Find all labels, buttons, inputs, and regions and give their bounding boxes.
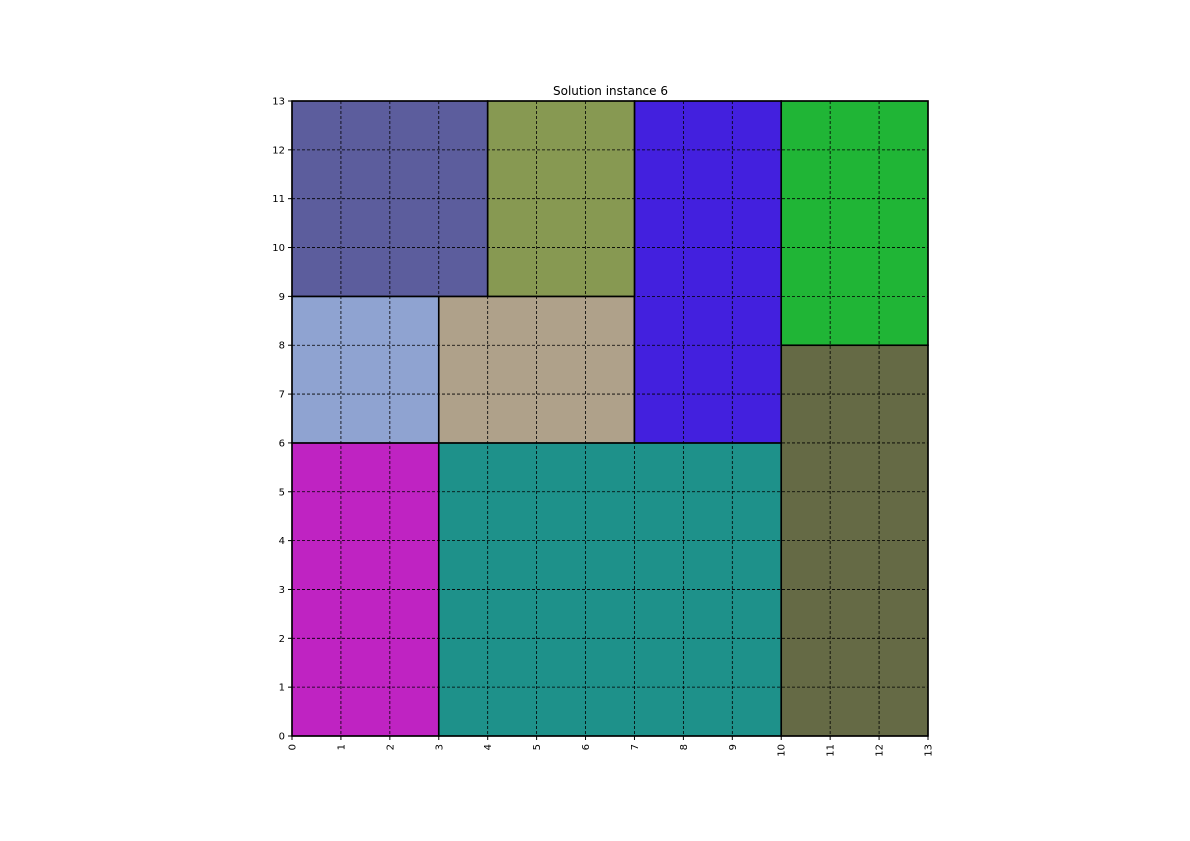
x-tick-label: 13 xyxy=(924,744,935,757)
chart-rect-7 xyxy=(780,100,929,347)
x-tick-label: 2 xyxy=(385,744,396,750)
x-tick-label: 8 xyxy=(679,744,690,750)
x-tick-label: 3 xyxy=(434,744,445,750)
y-tick-label: 1 xyxy=(279,683,285,694)
chart-title: Solution instance 6 xyxy=(553,84,668,98)
y-tick-label: 13 xyxy=(272,97,285,108)
y-tick-label: 3 xyxy=(279,585,285,596)
plot-frame xyxy=(291,100,929,737)
y-tick-label: 9 xyxy=(279,292,285,303)
x-tick-label: 11 xyxy=(826,744,837,757)
rectangles-layer xyxy=(291,100,929,737)
x-tick-label: 10 xyxy=(777,744,788,757)
chart-rect-4 xyxy=(291,295,440,444)
chart-rect-6 xyxy=(633,100,783,444)
y-tick-label: 2 xyxy=(279,634,285,645)
x-tick-label: 7 xyxy=(630,744,641,750)
x-tick-label: 9 xyxy=(728,744,739,750)
y-tick-label: 7 xyxy=(279,390,285,401)
x-tick-label: 12 xyxy=(875,744,886,757)
y-tick-label: 5 xyxy=(279,487,285,498)
y-tick-label: 12 xyxy=(272,145,285,156)
y-tick-label: 6 xyxy=(279,438,285,449)
y-tick-label: 8 xyxy=(279,341,285,352)
x-tick-label: 1 xyxy=(336,744,347,750)
x-tick-label: 4 xyxy=(483,744,494,750)
y-tick-label: 11 xyxy=(272,194,285,205)
x-tick-label: 0 xyxy=(288,744,299,750)
y-tick-label: 4 xyxy=(279,536,285,547)
x-tick-label: 5 xyxy=(532,744,543,750)
x-tick-label: 6 xyxy=(581,744,592,750)
y-tick-label: 0 xyxy=(279,732,285,743)
grid-layer xyxy=(292,101,928,736)
y-tick-label: 10 xyxy=(272,243,285,254)
